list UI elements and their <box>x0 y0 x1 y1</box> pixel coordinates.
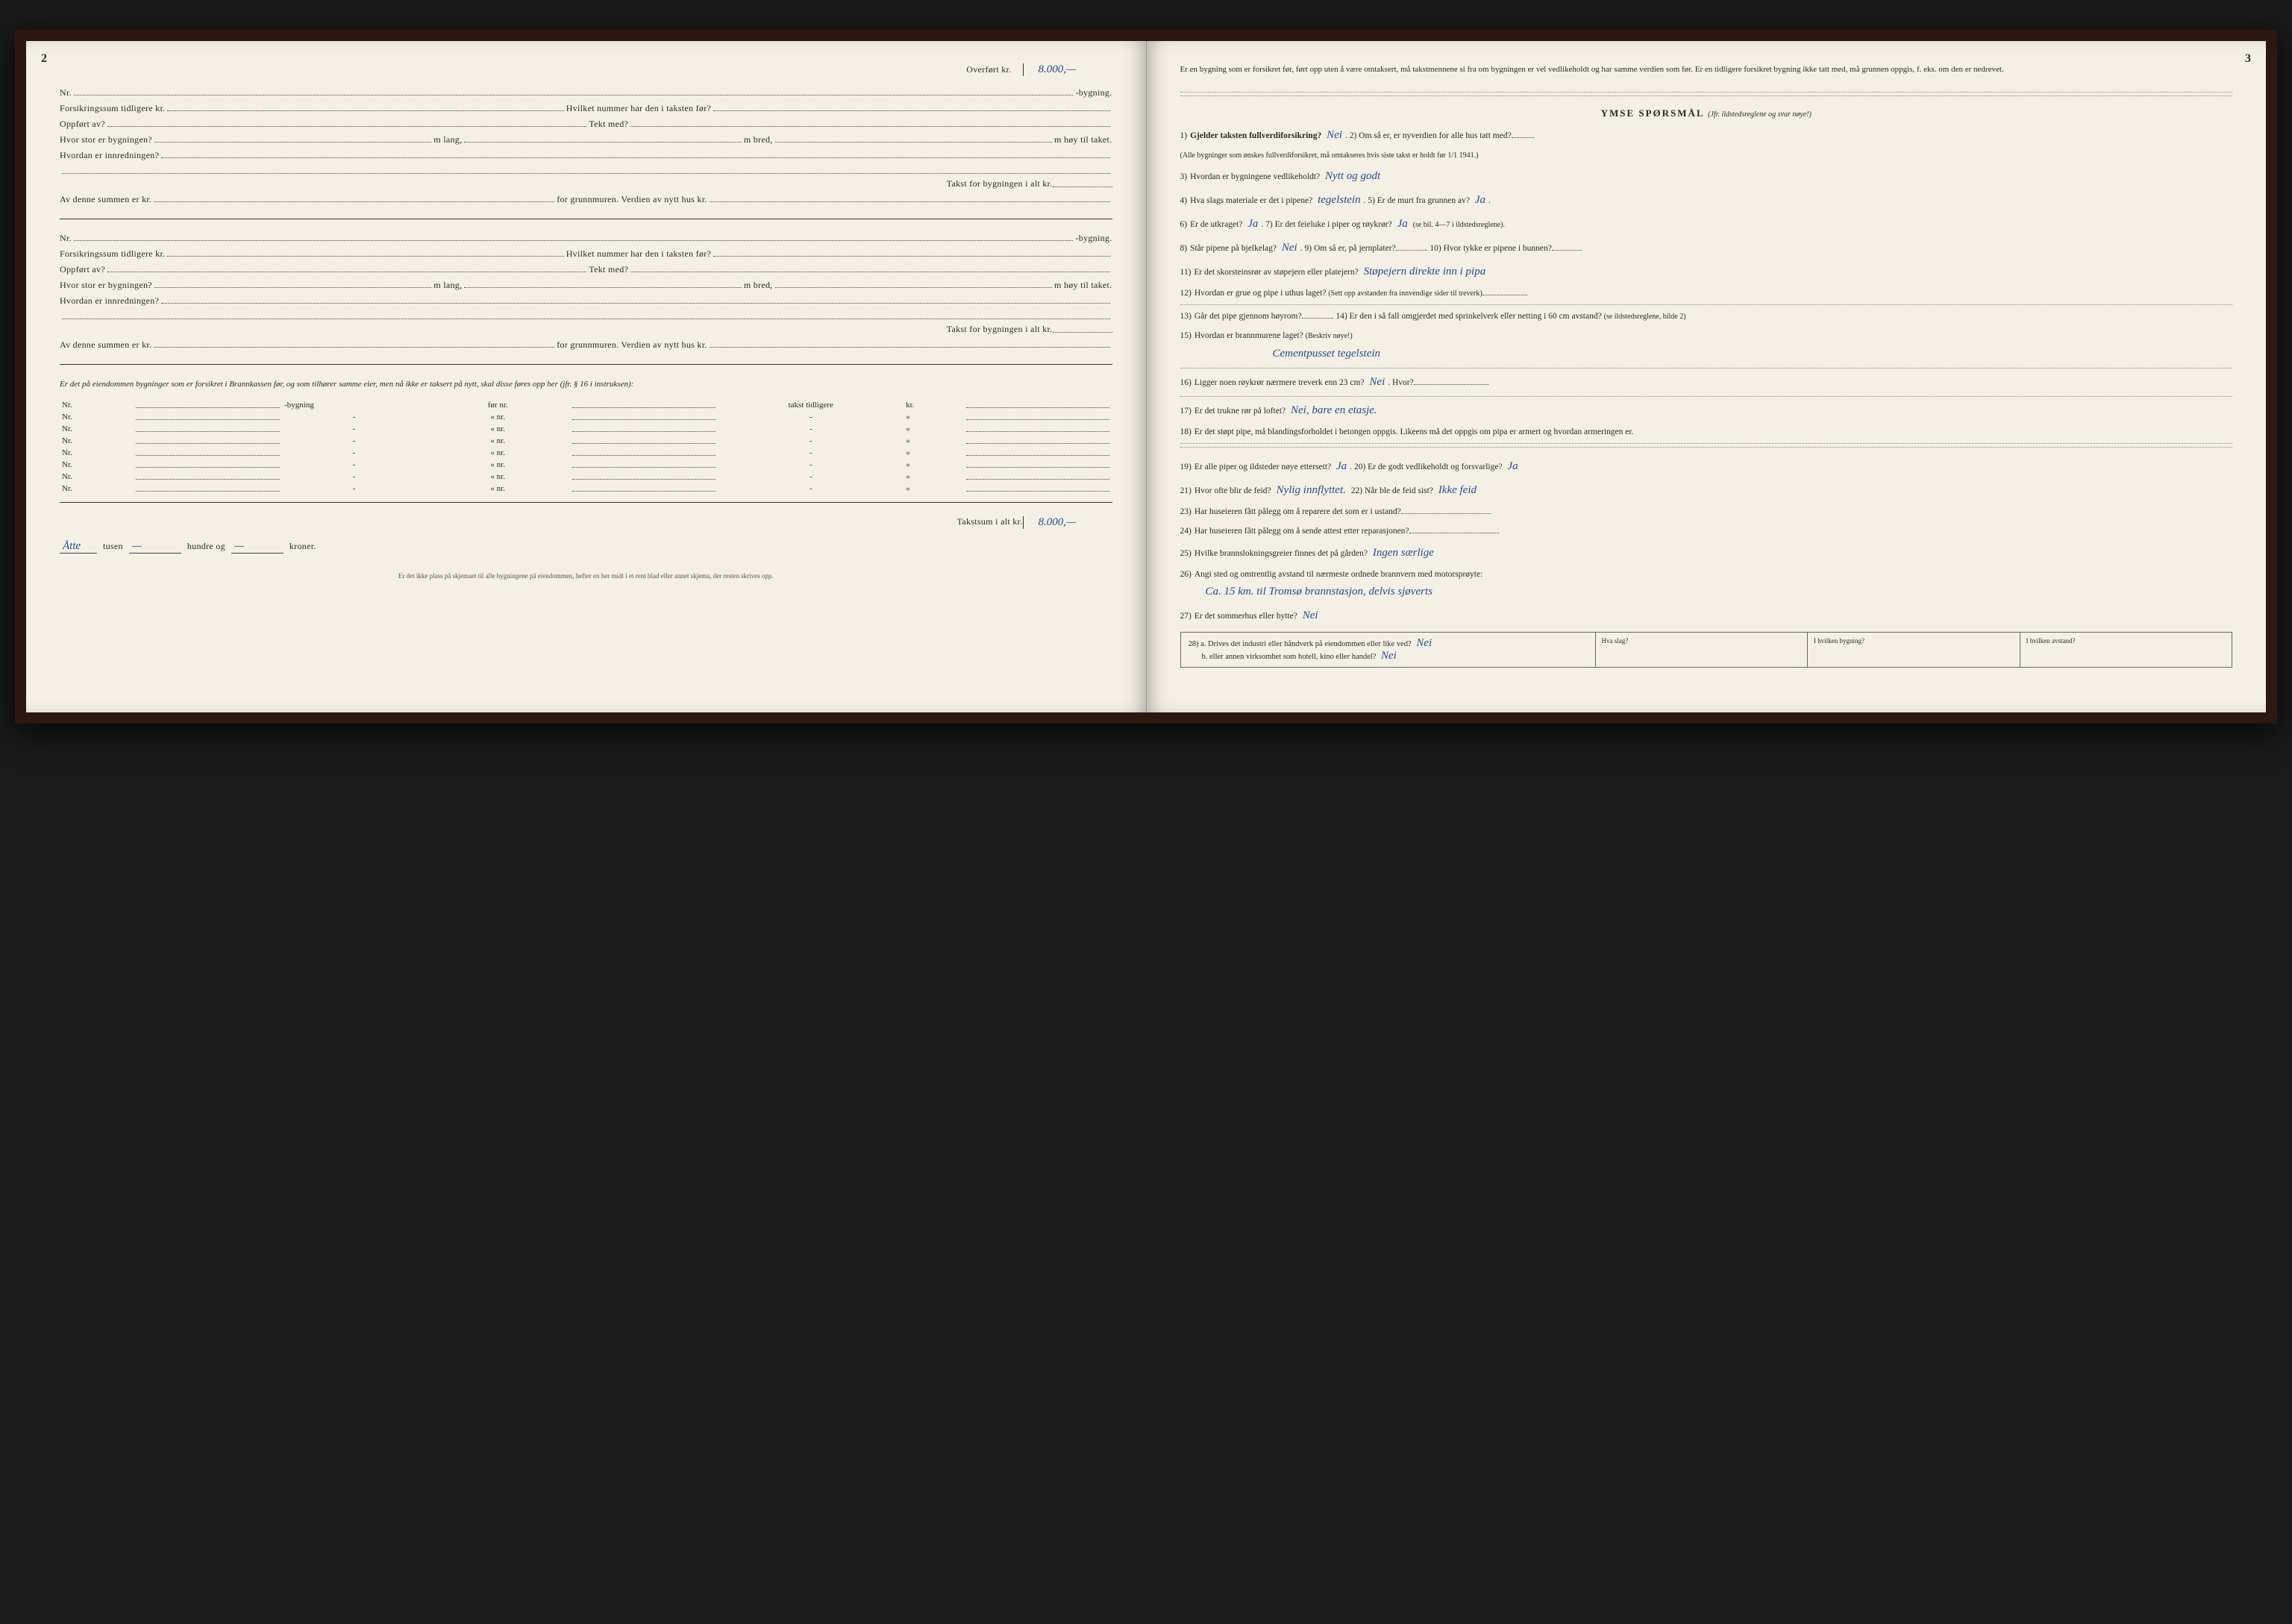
question-16: 16)Ligger noen røykrør nærmere treverk e… <box>1180 372 2233 392</box>
forsikring-label: Forsikringssum tidligere kr. <box>60 103 165 114</box>
forgrunn-label: for grunnmuren. Verdien av nytt hus kr. <box>557 194 707 205</box>
q28-col-3: I hvilken avstand? <box>2020 633 2232 667</box>
question-26: 26)Angi sted og omtrentlig avstand til n… <box>1180 567 2233 603</box>
building-block-1: Nr. -bygning. Forsikringssum tidligere k… <box>60 87 1112 205</box>
question-6: 6)Er de utkraget? Ja. 7) Er det feieluke… <box>1180 214 2233 234</box>
question-19: 19)Er alle piper og ildsteder nøye etter… <box>1180 457 2233 477</box>
tusen-value: Åtte <box>60 540 97 554</box>
book-spread: 2 Overført kr. 8.000,— Nr. -bygning. For… <box>15 30 2277 724</box>
question-11: 11)Er det skorsteinsrør av støpejern ell… <box>1180 262 2233 282</box>
question-24: 24)Har huseieren fått pålegg om å sende … <box>1180 524 2233 539</box>
question-15: 15)Hvordan er brannmurene laget? (Beskri… <box>1180 328 2233 364</box>
heading-text: YMSE SPØRSMÅL <box>1601 107 1704 119</box>
question-17: 17)Er det trukne rør på loftet? Nei, bar… <box>1180 401 2233 421</box>
tekt-label: Tekt med? <box>589 119 628 130</box>
mbred-label: m bred, <box>744 134 773 145</box>
takstsum-value: 8.000,— <box>1023 516 1112 529</box>
mlang-label: m lang, <box>433 134 462 145</box>
intro-paragraph: Er en bygning som er forsikret før, ført… <box>1180 63 2233 77</box>
table-row: Nr.-« nr.-« <box>60 472 1112 481</box>
amount-words: Åtte tusen — hundre og — kroner. <box>60 540 1112 554</box>
takstsum-row: Takstsum i alt kr. 8.000,— <box>60 516 1112 529</box>
question-8: 8)Står pipene på bjelkelag? Nei. 9) Om s… <box>1180 238 2233 258</box>
building-block-2: Nr. -bygning. Forsikringssum tidligere k… <box>60 233 1112 351</box>
oppfort-label: Oppført av? <box>60 119 105 130</box>
table-row: Nr.-« nr.-« <box>60 484 1112 493</box>
overfort-row: Overført kr. 8.000,— <box>60 63 1112 76</box>
q28-col-1: Hva slag? <box>1596 633 1809 667</box>
bygning-label: -bygning. <box>1075 87 1112 98</box>
instruction-note: Er det på eiendommen bygninger som er fo… <box>60 378 1112 391</box>
prior-buildings-table: Nr. -bygning før nr. takst tidligere kr.… <box>60 401 1112 493</box>
hvorstor-label: Hvor stor er bygningen? <box>60 134 152 145</box>
question-18: 18)Er det støpt pipe, må blandingsforhol… <box>1180 424 2233 440</box>
nr-label: Nr. <box>60 87 72 98</box>
left-footnote: Er det ikke plass på skjemaet til alle b… <box>60 572 1112 580</box>
overfort-value: 8.000,— <box>1023 63 1112 76</box>
page-number-left: 2 <box>41 52 47 66</box>
question-27: 27)Er det sommerhus eller hytte? Nei <box>1180 606 2233 626</box>
hvordan-label: Hvordan er innredningen? <box>60 150 159 161</box>
question-4: 4)Hva slags materiale er det i pipene? t… <box>1180 190 2233 210</box>
question-28-box: 28) a. Drives det industri eller håndver… <box>1180 632 2233 668</box>
table-row: Nr.-« nr.-« <box>60 460 1112 469</box>
question-21: 21)Hvor ofte blir de feid? Nylig innflyt… <box>1180 480 2233 501</box>
takst-label: Takst for bygningen i alt kr. <box>947 178 1053 189</box>
question-25: 25)Hvilke brannslokningsgreier finnes de… <box>1180 543 2233 563</box>
question-23: 23)Har huseieren fått pålegg om å repare… <box>1180 504 2233 520</box>
table-row: Nr.-« nr.-« <box>60 424 1112 433</box>
overfort-label: Overført kr. <box>966 64 1011 75</box>
table-row: Nr.-« nr.-« <box>60 436 1112 445</box>
question-1: 1)Gjelder taksten fullverdiforsikring? N… <box>1180 125 2233 145</box>
takstsum-label: Takstsum i alt kr. <box>957 516 1023 529</box>
question-3: 3)Hvordan er bygningene vedlikeholdt? Ny… <box>1180 166 2233 186</box>
hvilket-label: Hvilket nummer har den i taksten før? <box>566 103 711 114</box>
question-1-note: (Alle bygninger som ønskes fullverdifors… <box>1180 149 2233 163</box>
left-page: 2 Overført kr. 8.000,— Nr. -bygning. For… <box>26 41 1147 712</box>
q28-col-2: I hvilken bygning? <box>1808 633 2020 667</box>
question-13: 13)Går det pipe gjennom høyrom?. 14) Er … <box>1180 309 2233 325</box>
heading-sub: (Jfr. ildstedsreglene og svar nøye!) <box>1708 110 1812 119</box>
question-12: 12)Hvordan er grue og pipe i uthus laget… <box>1180 286 2233 301</box>
table-row: Nr.-« nr.-« <box>60 413 1112 421</box>
right-page: 3 Er en bygning som er forsikret før, fø… <box>1147 41 2267 712</box>
table-row: Nr.-« nr.-« <box>60 448 1112 457</box>
page-number-right: 3 <box>2245 52 2251 66</box>
section-heading: YMSE SPØRSMÅL (Jfr. ildstedsreglene og s… <box>1180 107 2233 119</box>
avdenne-label: Av denne summen er kr. <box>60 194 151 205</box>
mhoy-label: m høy til taket. <box>1054 134 1112 145</box>
